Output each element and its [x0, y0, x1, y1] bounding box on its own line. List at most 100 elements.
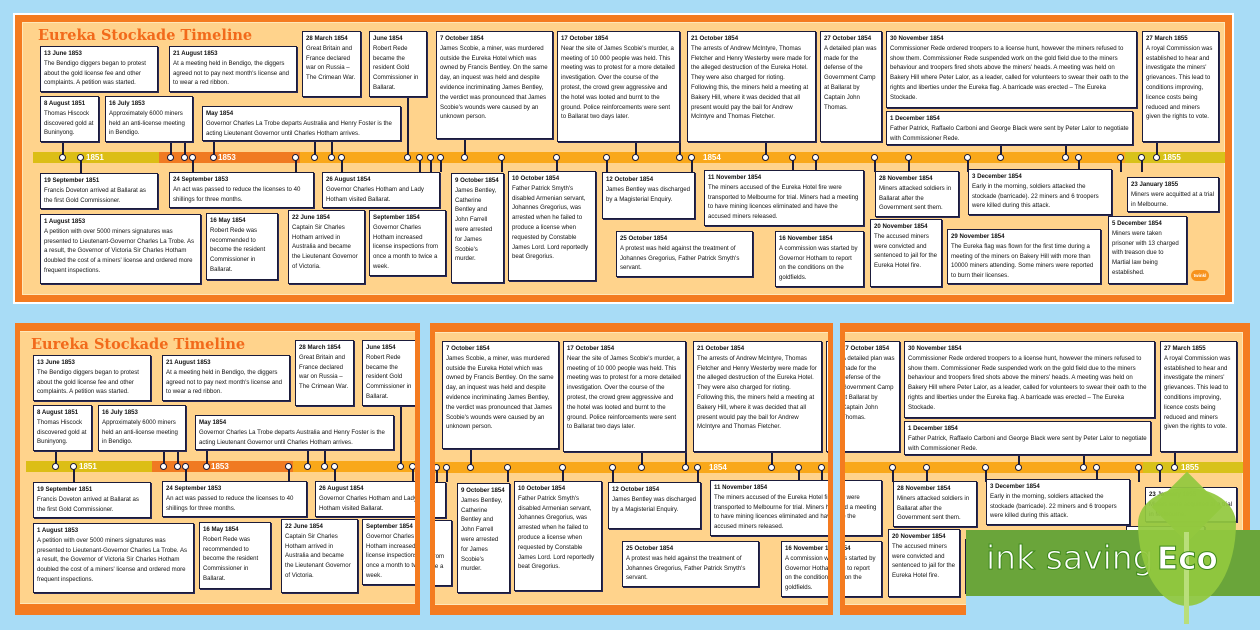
- connector-line: [73, 467, 75, 482]
- event-card: 10 October 1854 Father Patrick Smyth's di…: [508, 171, 596, 281]
- timeline-marker: [437, 154, 444, 161]
- timeline-marker: [1138, 154, 1145, 161]
- event-date: 20 November 1854: [874, 223, 928, 230]
- event-description: Robert Rede became the resident Gold Com…: [366, 353, 412, 400]
- event-card: 20 November 1854 The accused miners were …: [888, 530, 960, 597]
- event-description: Francis Doveton arrived at Ballarat as t…: [37, 495, 139, 513]
- event-card: 19 September 1851 Francis Doveton arrived…: [40, 173, 158, 209]
- timeline-marker: [1117, 154, 1124, 161]
- event-description: Thomas Hiscock discovered gold at Buniny…: [37, 418, 87, 446]
- event-card: 7 October 1854 James Scobie, a miner, was…: [436, 31, 553, 139]
- event-card: 7 October 1854 James Scobie, a miner, was…: [442, 341, 559, 449]
- event-card: 9 October 1854 James Bentley, Catherine B…: [451, 173, 504, 283]
- event-description: A detailed plan was made for the defense…: [842, 354, 895, 421]
- event-card: 19 September 1851 Francis Doveton arrived…: [33, 482, 151, 518]
- event-description: Commissioner Rede ordered troopers to a …: [908, 354, 1147, 411]
- connector-line: [815, 158, 817, 172]
- event-description: Governor Charles Hotham increased licens…: [430, 553, 445, 571]
- event-date: September 1854: [366, 523, 413, 530]
- event-date: 13 June 1853: [37, 359, 75, 366]
- connector-line: [874, 158, 876, 172]
- timeline-marker: [997, 154, 1004, 161]
- event-date: 26 August 1854: [319, 485, 364, 492]
- connector-line: [1141, 158, 1143, 172]
- timeline-bar-segment-1854: [430, 462, 833, 473]
- connector-line: [295, 158, 297, 172]
- timeline-marker: [1080, 464, 1087, 471]
- connector-line: [331, 141, 333, 158]
- event-date: 3 December 1854: [990, 483, 1040, 490]
- connector-line: [1078, 158, 1080, 172]
- timeline-marker: [189, 154, 196, 161]
- event-card: 24 September 1853 An act was passed to re…: [169, 172, 314, 208]
- connector-line: [464, 139, 466, 158]
- event-date: 26 August 1854: [430, 485, 442, 495]
- timeline-marker: [331, 463, 338, 470]
- event-date: 27 October 1854: [842, 345, 890, 352]
- event-date: 1 August 1853: [44, 218, 86, 225]
- event-date: 28 November 1854: [897, 485, 951, 492]
- connector-line: [1159, 468, 1161, 482]
- event-card: May 1854 Governor Charles La Trobe depart…: [202, 106, 401, 141]
- event-card: 17 October 1854 Near the site of James Sc…: [557, 31, 680, 142]
- event-description: Miners attacked soldiers in Ballarat aft…: [879, 184, 952, 212]
- event-date: 22 June 1854: [292, 214, 330, 221]
- poster-title: Eureka Stockade Timeline: [38, 27, 253, 44]
- event-date: September 1854: [430, 523, 448, 533]
- event-date: 9 October 1854: [461, 487, 505, 494]
- connector-line: [419, 158, 421, 172]
- event-description: The Bendigo diggers began to protest abo…: [37, 368, 139, 396]
- connector-line: [446, 468, 448, 482]
- event-card: 26 August 1854 Governor Charles Hotham an…: [315, 481, 420, 517]
- timeline-marker: [285, 463, 292, 470]
- event-description: Governor Charles Hotham and Lady Hotham …: [430, 495, 442, 515]
- connector-line: [892, 468, 894, 482]
- year-label: 1851: [79, 462, 97, 471]
- event-card: 28 March 1854 Great Britain and France de…: [302, 31, 361, 97]
- timeline-marker: [70, 463, 77, 470]
- timeline-bar-segment-1851: [26, 461, 152, 472]
- event-date: 26 August 1854: [326, 176, 371, 183]
- event-card: 22 June 1854 Captain Sir Charles Hotham a…: [288, 210, 365, 284]
- connector-line: [1138, 468, 1140, 482]
- event-card: 23 January 1855 Miners were acquitted at …: [1127, 177, 1219, 212]
- timeline-marker: [304, 463, 311, 470]
- connector-line: [192, 158, 194, 172]
- event-date: 16 July 1853: [109, 100, 145, 107]
- event-date: 21 August 1853: [173, 50, 218, 57]
- event-date: 16 May 1854: [210, 217, 246, 224]
- connector-line: [507, 468, 509, 482]
- event-date: 16 November 1854: [785, 545, 833, 552]
- connector-line: [798, 468, 800, 482]
- event-card: 21 August 1853 At a meeting held in Bendi…: [162, 355, 290, 401]
- timeline-marker: [694, 464, 701, 471]
- event-card: 25 October 1854 A protest was held agains…: [622, 541, 759, 587]
- connector-line: [55, 451, 57, 467]
- event-date: May 1854: [206, 110, 234, 117]
- timeline-marker: [632, 154, 639, 161]
- timeline-marker: [1135, 464, 1142, 471]
- connector-line: [691, 158, 693, 172]
- timeline-marker: [609, 464, 616, 471]
- connector-line: [1018, 455, 1020, 468]
- event-card: May 1854 Governor Charles La Trobe depart…: [195, 415, 394, 450]
- event-description: The miners accused of the Eureka Hotel f…: [708, 183, 859, 221]
- connector-line: [1096, 468, 1098, 482]
- timeline-marker: [889, 464, 896, 471]
- timeline-poster-page: Eureka Stockade Timeline1851185318541855…: [15, 323, 420, 615]
- event-date: 27 October 1854: [830, 344, 833, 354]
- timeline-marker: [498, 154, 505, 161]
- connector-line: [685, 452, 687, 468]
- event-description: Thomas Hiscock discovered gold at Buniny…: [44, 109, 94, 137]
- connector-line: [163, 451, 165, 467]
- event-description: The Bendigo diggers began to protest abo…: [44, 59, 146, 87]
- connector-line: [1156, 142, 1158, 158]
- eco-label: Eco: [1157, 541, 1219, 578]
- event-date: 17 October 1854: [561, 35, 609, 42]
- event-description: Miners were taken prisoner with 13 charg…: [1112, 229, 1179, 276]
- event-card: 11 November 1854 The miners accused of th…: [704, 170, 864, 226]
- event-card: 30 November 1854 Commissioner Rede ordere…: [886, 31, 1137, 108]
